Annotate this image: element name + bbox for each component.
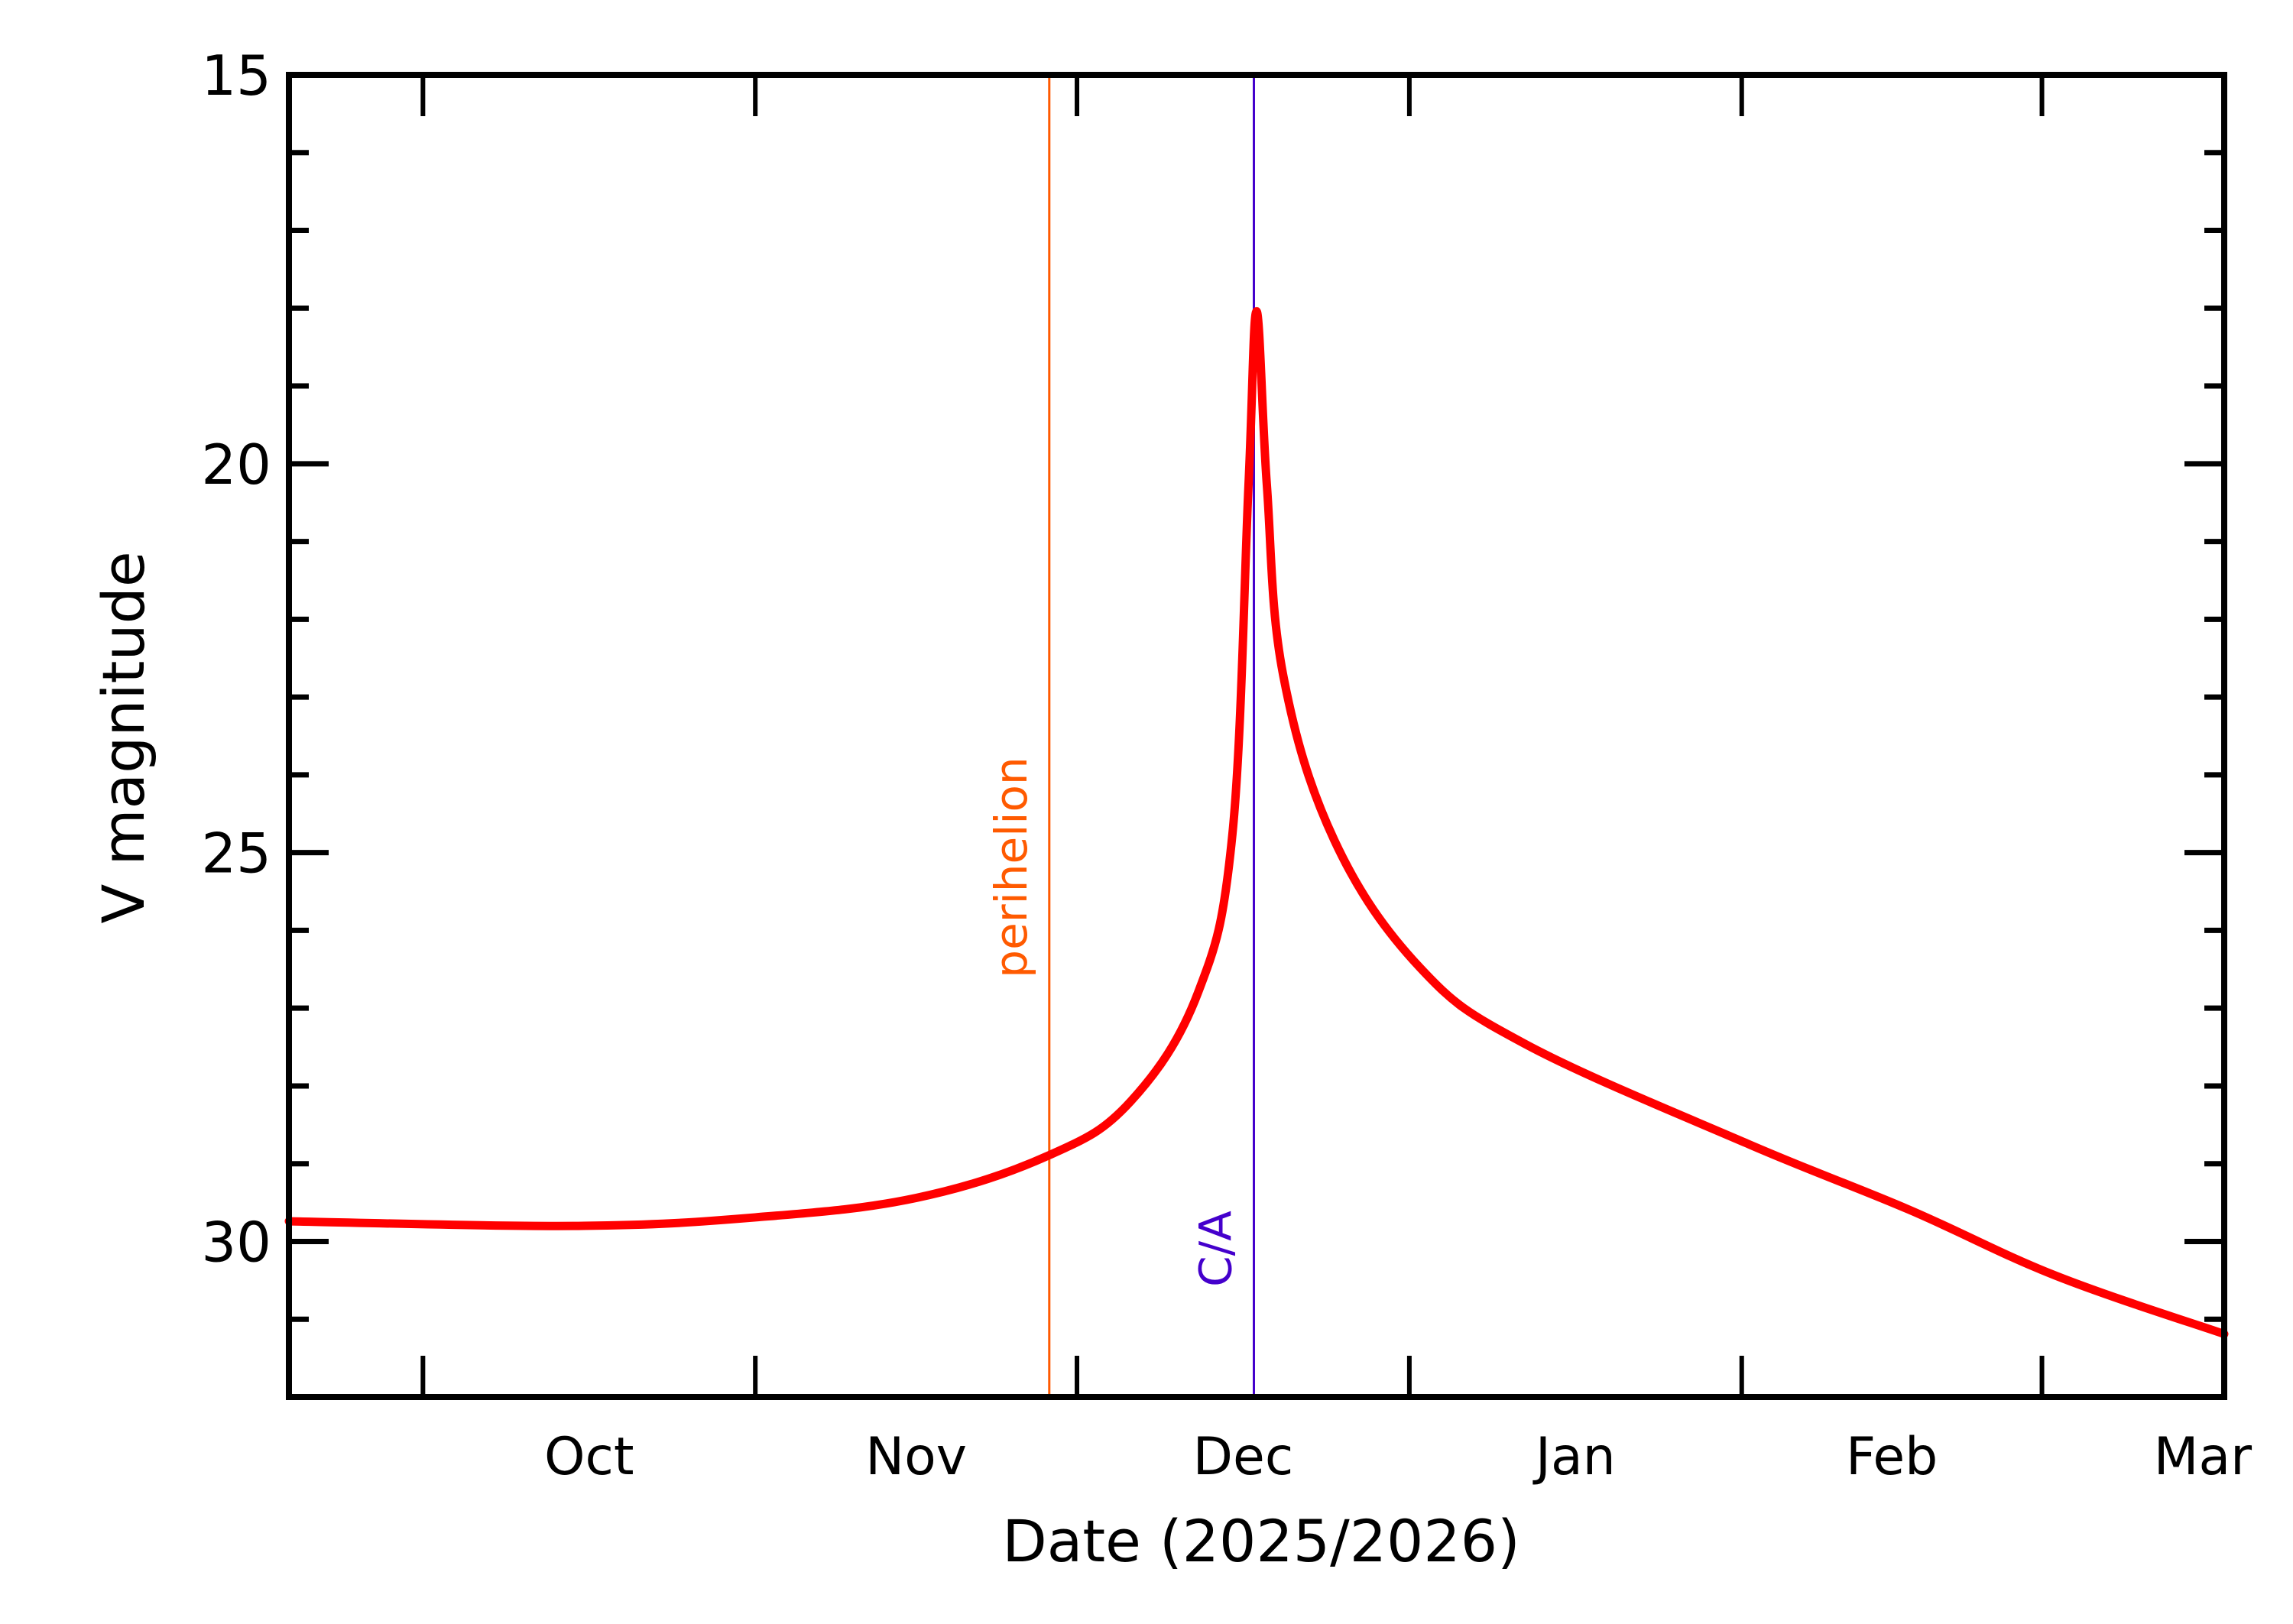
magnitude-curve — [284, 306, 2229, 1339]
x-tick-label: Mar — [2154, 1427, 2252, 1487]
x-tick-label: Oct — [544, 1427, 634, 1487]
plot-frame — [286, 72, 2227, 1400]
perihelion-label: perihelion — [985, 757, 1037, 977]
y-tick-label: 30 — [201, 1210, 271, 1274]
x-tick-label: Nov — [865, 1427, 967, 1487]
y-tick-label: 15 — [201, 44, 271, 108]
x-tick-label: Dec — [1193, 1427, 1294, 1487]
ca-label: C/A — [1189, 1211, 1241, 1287]
y-tick-label: 25 — [201, 822, 271, 886]
x-axis-title: Date (2025/2026) — [1002, 1507, 1520, 1575]
y-axis-title: V magnitude — [89, 551, 157, 923]
y-tick-label: 20 — [201, 433, 271, 497]
x-tick-label: Jan — [1532, 1427, 1616, 1487]
x-tick-label: Feb — [1846, 1427, 1938, 1487]
